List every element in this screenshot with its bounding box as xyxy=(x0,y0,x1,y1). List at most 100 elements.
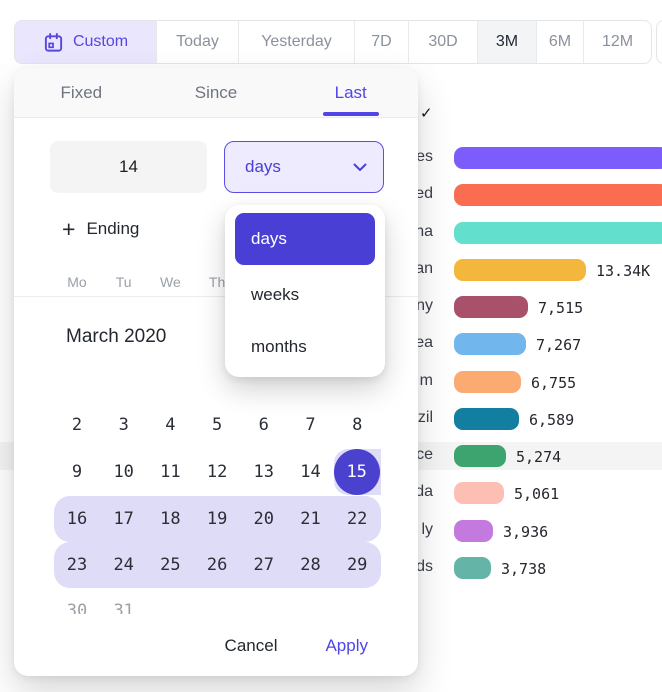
calendar-day[interactable]: 18 xyxy=(160,509,181,529)
country-bar xyxy=(454,184,662,207)
country-label-fragment: na xyxy=(415,222,433,240)
country-bar xyxy=(454,333,526,356)
toolbar-item-today[interactable]: Today xyxy=(157,21,239,63)
country-label-fragment: m xyxy=(419,371,433,389)
chart-row[interactable]: ly 3,936 xyxy=(0,517,662,545)
calendar-day[interactable]: 17 xyxy=(113,509,134,529)
tab-since-label: Since xyxy=(194,82,238,102)
country-bar xyxy=(454,258,586,281)
calendar-day[interactable]: 8 xyxy=(352,415,363,435)
calendar-icon xyxy=(44,32,63,52)
calendar-day[interactable]: 29 xyxy=(346,555,368,575)
calendar-day[interactable]: 11 xyxy=(160,462,181,482)
chart-row[interactable]: zil 6,589 xyxy=(0,405,662,433)
calendar-day[interactable]: 16 xyxy=(66,509,88,529)
duration-count-input[interactable] xyxy=(50,141,207,193)
calendar-day[interactable]: 24 xyxy=(113,555,134,575)
duration-unit-value: days xyxy=(245,157,281,176)
clipped-week-row: 30 31 xyxy=(14,588,418,614)
calendar-day[interactable]: 21 xyxy=(300,509,321,529)
calendar-day[interactable]: 4 xyxy=(165,415,176,435)
toolbar-item-label: 12M xyxy=(601,33,634,50)
toolbar-item-yesterday[interactable]: Yesterday xyxy=(239,21,355,63)
duration-unit-menu: days weeks months xyxy=(225,205,385,377)
chart-row[interactable]: an 13.34K xyxy=(0,256,662,284)
calendar-day[interactable]: 27 xyxy=(253,555,275,575)
country-bar xyxy=(454,482,504,505)
country-label-fragment: ce xyxy=(416,446,433,464)
toolbar-item-label: Today xyxy=(176,33,219,50)
calendar-day[interactable]: 5 xyxy=(211,415,223,435)
country-value: 3,936 xyxy=(503,522,549,541)
weekday-header: We xyxy=(160,274,181,290)
country-value: 13.34K xyxy=(596,261,651,280)
calendar-day[interactable]: 6 xyxy=(258,415,269,435)
chart-row[interactable]: ea 7,267 xyxy=(0,330,662,358)
calendar-day[interactable]: 28 xyxy=(300,555,321,575)
unit-option-weeks[interactable]: weeks xyxy=(251,285,300,304)
calendar-day[interactable]: 10 xyxy=(113,462,134,482)
country-value: 6,589 xyxy=(529,410,575,429)
tab-since[interactable]: Since xyxy=(149,68,284,117)
toolbar-item-12m[interactable]: 12M xyxy=(584,21,651,63)
range-band xyxy=(54,542,381,588)
calendar-day[interactable]: 13 xyxy=(253,462,275,482)
country-label-fragment: ly xyxy=(421,520,433,538)
calendar-day[interactable]: 22 xyxy=(346,509,368,529)
country-bar xyxy=(454,445,506,468)
calendar-day[interactable]: 30 xyxy=(66,601,88,614)
calendar-day[interactable]: 12 xyxy=(206,462,228,482)
chart-row[interactable]: na xyxy=(0,219,662,247)
calendar-day[interactable]: 31 xyxy=(113,601,134,614)
toolbar-item-30d[interactable]: 30D xyxy=(409,21,478,63)
weekday-header: Th xyxy=(208,274,226,290)
country-bar xyxy=(454,407,519,430)
tab-fixed[interactable]: Fixed xyxy=(14,68,149,117)
toolbar-item-custom[interactable]: Custom xyxy=(15,21,157,63)
calendar-day[interactable]: 7 xyxy=(305,415,316,435)
country-value: 7,515 xyxy=(538,299,584,318)
calendar-day[interactable]: 9 xyxy=(71,462,83,482)
country-bar xyxy=(454,370,521,393)
month-title: March 2020 xyxy=(66,326,167,347)
country-label-fragment: ds xyxy=(416,557,433,575)
calendar-day[interactable]: 19 xyxy=(206,509,228,529)
calendar-day[interactable]: 2 xyxy=(71,415,83,435)
toolbar-item-6m[interactable]: 6M xyxy=(537,21,584,63)
add-ending-button[interactable]: + Ending xyxy=(62,214,139,244)
toolbar-item-7d[interactable]: 7D xyxy=(355,21,409,63)
country-label-fragment: zil xyxy=(417,408,433,426)
calendar-day[interactable]: 26 xyxy=(206,555,228,575)
toolbar-item-3m[interactable]: 3M xyxy=(478,21,537,63)
tab-last[interactable]: Last xyxy=(283,68,418,117)
toolbar-item-label: 30D xyxy=(428,33,458,50)
toolbar-item-label: 6M xyxy=(548,33,572,50)
range-band xyxy=(54,496,381,542)
chart-row[interactable]: ds 3,738 xyxy=(0,554,662,582)
country-value: 6,755 xyxy=(531,373,577,392)
toolbar-item-label: Yesterday xyxy=(261,33,332,50)
calendar-day[interactable]: 14 xyxy=(300,462,321,482)
calendar-day[interactable]: 20 xyxy=(253,509,275,529)
chart-row[interactable]: ed xyxy=(0,181,662,209)
country-label-fragment: an xyxy=(415,259,433,277)
country-bar xyxy=(454,556,491,579)
country-value: 7,267 xyxy=(536,336,582,355)
duration-unit-select[interactable]: days xyxy=(224,141,384,193)
weekday-header: Mo xyxy=(67,274,87,290)
unit-option-days[interactable]: days xyxy=(235,213,375,265)
calendar-day[interactable]: 3 xyxy=(118,415,129,435)
chart-row[interactable]: m 6,755 xyxy=(0,368,662,396)
calendar-day[interactable]: 23 xyxy=(66,555,88,575)
date-picker-tabs: Fixed Since Last xyxy=(14,68,418,118)
chart-row[interactable]: ny 7,515 xyxy=(0,293,662,321)
chart-row[interactable]: da 5,061 xyxy=(0,479,662,507)
calendar-day[interactable]: 25 xyxy=(160,555,181,575)
chart-row[interactable]: es xyxy=(0,144,662,172)
calendar-day-selected[interactable]: 15 xyxy=(333,449,380,495)
tab-active-underline xyxy=(322,112,379,116)
apply-button[interactable]: Apply xyxy=(325,636,368,655)
cancel-button[interactable]: Cancel xyxy=(224,636,278,655)
weekday-header: Tu xyxy=(115,274,132,290)
unit-option-months[interactable]: months xyxy=(251,337,307,356)
